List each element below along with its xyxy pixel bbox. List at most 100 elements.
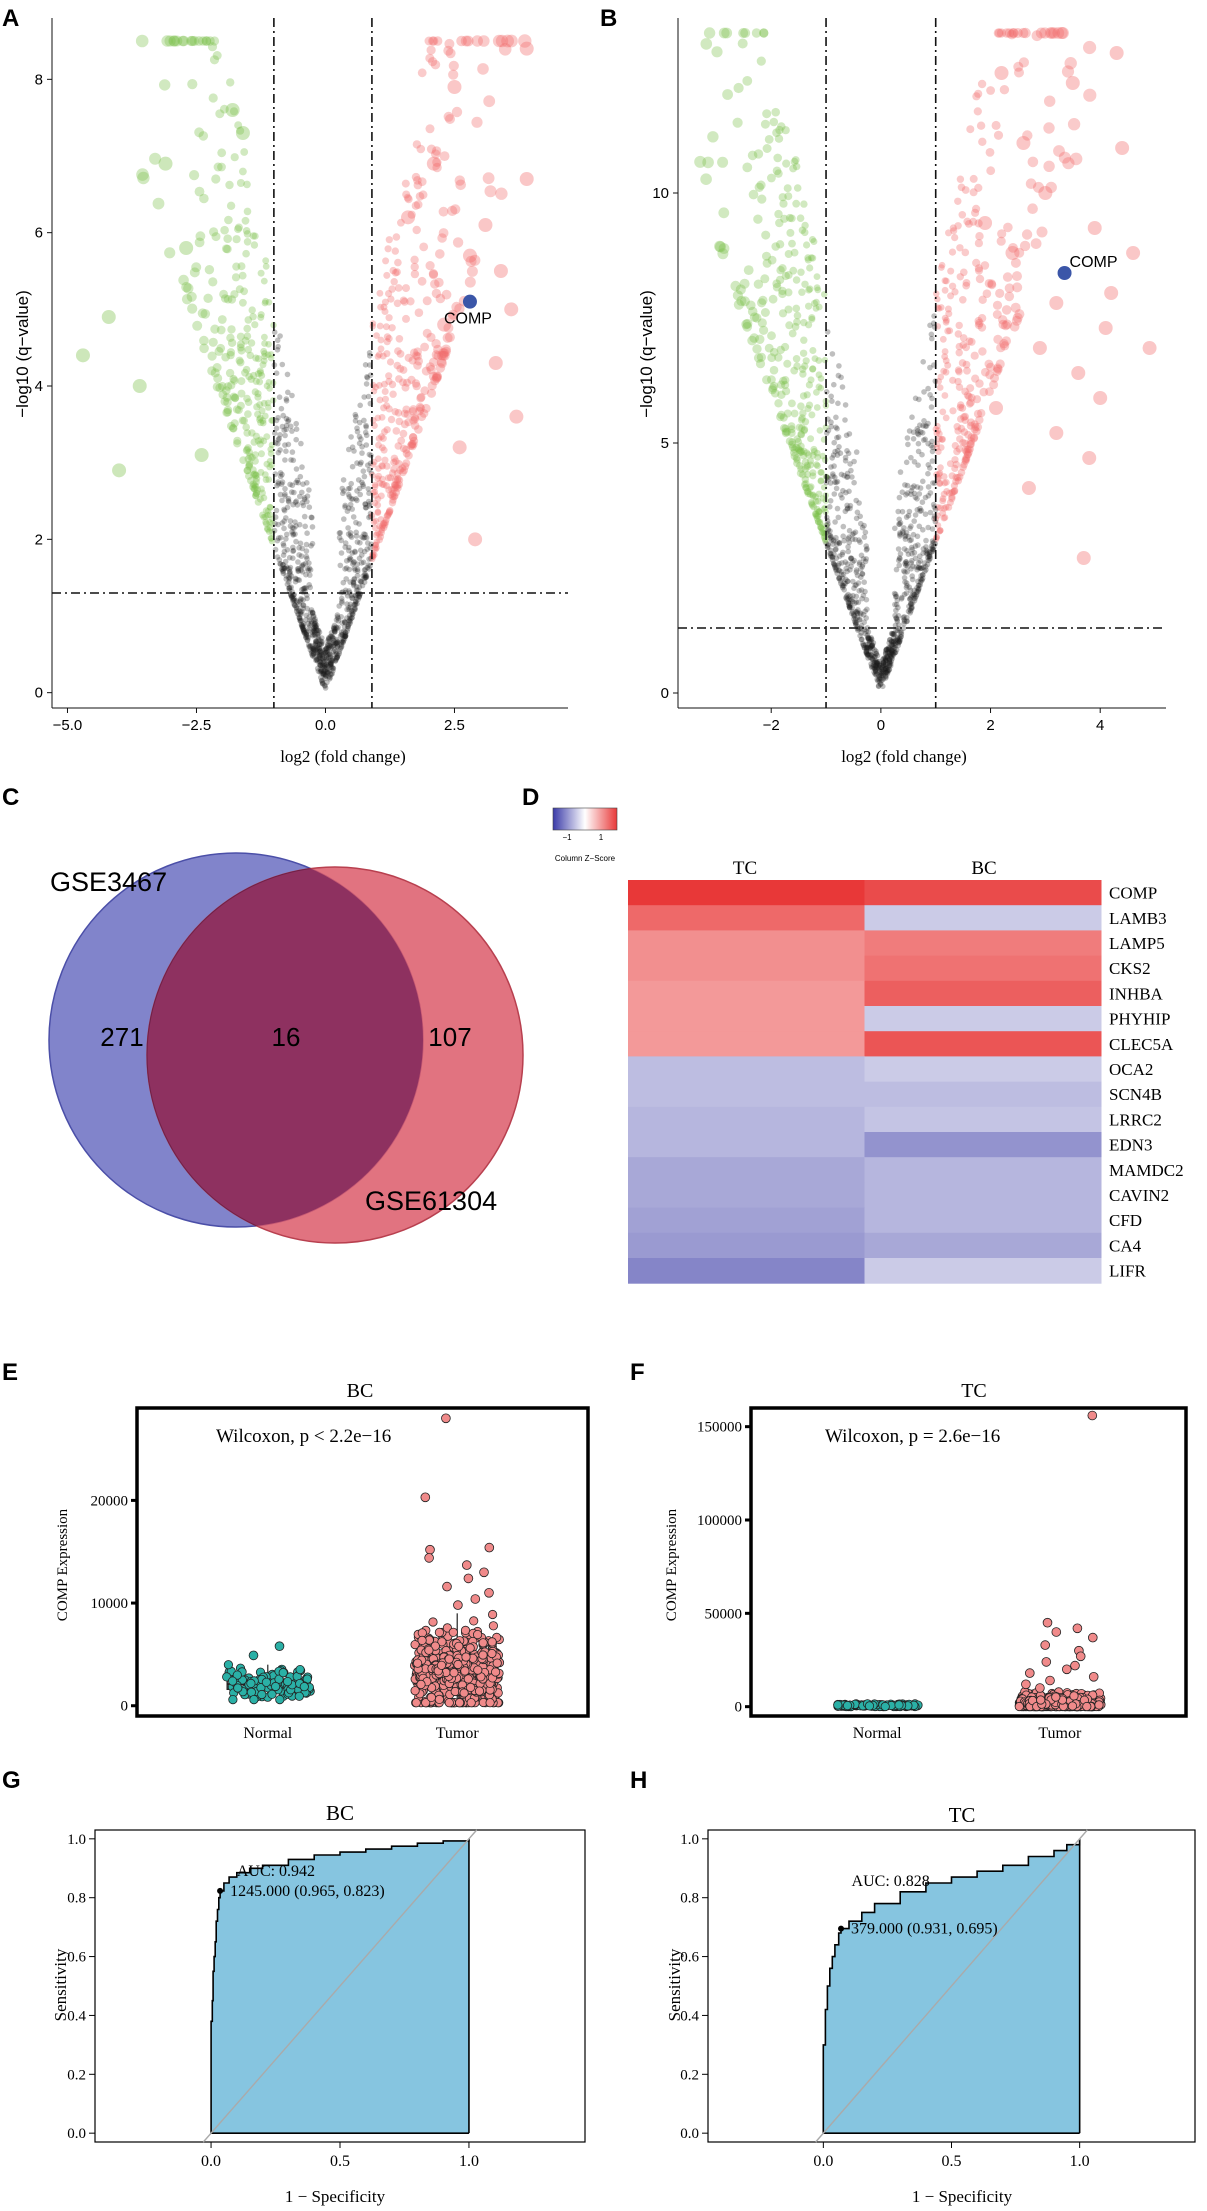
volcano-point xyxy=(277,333,283,339)
volcano-point xyxy=(858,552,865,559)
volcano-point xyxy=(859,595,865,602)
volcano-point xyxy=(325,642,332,648)
volcano-point xyxy=(831,491,838,497)
volcano-point xyxy=(379,462,386,470)
volcano-point xyxy=(306,487,312,493)
volcano-point xyxy=(230,376,239,385)
volcano-point xyxy=(286,569,293,576)
volcano-point xyxy=(797,448,806,456)
volcano-point xyxy=(243,230,252,238)
volcano-point xyxy=(978,295,987,304)
volcano-point xyxy=(273,417,280,424)
volcano-point xyxy=(347,590,353,596)
heatmap-cell xyxy=(864,1031,1102,1057)
volcano-point xyxy=(285,417,292,423)
volcano-point xyxy=(229,392,238,401)
volcano-point xyxy=(829,398,835,405)
volcano-point xyxy=(323,664,329,670)
volcano-point xyxy=(949,376,957,384)
volcano-point xyxy=(901,568,907,574)
heatmap-key-tick-pos: 1 xyxy=(599,833,604,842)
volcano-point xyxy=(897,551,904,557)
volcano-point xyxy=(266,463,274,471)
volcano-point xyxy=(397,218,405,227)
volcano-point xyxy=(262,513,269,521)
volcano-point xyxy=(273,507,280,514)
volcano-point xyxy=(936,384,944,391)
volcano-point xyxy=(289,449,296,455)
volcano-point xyxy=(416,404,426,413)
volcano-point xyxy=(320,672,327,678)
roc-tc-auc: AUC: 0.828 xyxy=(852,1873,930,1890)
volcano-point xyxy=(341,624,348,630)
volcano-point xyxy=(769,117,779,127)
volcano-point xyxy=(408,433,418,442)
venn-gse3467-only-count: 271 xyxy=(100,1022,143,1052)
volcano-point xyxy=(1014,247,1025,258)
volcano-point xyxy=(281,565,288,571)
x-tick-label: 1.0 xyxy=(1070,2153,1090,2170)
volcano-point xyxy=(959,296,967,304)
volcano-point xyxy=(821,356,829,364)
volcano-point xyxy=(272,430,278,437)
volcano-point xyxy=(311,629,318,636)
heatmap-row-label: CAVIN2 xyxy=(1109,1186,1169,1205)
volcano-point xyxy=(267,354,275,362)
volcano-point xyxy=(293,597,300,604)
volcano-point xyxy=(1061,65,1075,78)
volcano-point xyxy=(807,498,815,506)
volcano-point xyxy=(836,540,843,546)
volcano-point xyxy=(940,367,948,375)
volcano-point-large xyxy=(1109,46,1124,60)
volcano-point xyxy=(297,617,303,624)
volcano-point xyxy=(803,391,811,399)
volcano-point xyxy=(351,576,357,583)
box-outlier-point xyxy=(1087,1410,1098,1421)
volcano-point xyxy=(161,35,173,47)
volcano-point xyxy=(284,504,291,511)
volcano-point xyxy=(945,503,953,511)
volcano-point xyxy=(257,313,265,321)
volcano-point xyxy=(313,657,319,664)
volcano-point xyxy=(245,460,254,468)
volcano-point xyxy=(896,639,903,645)
volcano-point xyxy=(287,575,293,581)
volcano-point xyxy=(198,131,209,141)
volcano-point xyxy=(205,36,215,46)
volcano-point xyxy=(288,423,294,430)
volcano-point xyxy=(806,285,814,293)
volcano-point xyxy=(349,615,355,621)
volcano-point xyxy=(189,267,200,278)
volcano-point xyxy=(786,228,795,237)
volcano-point-large xyxy=(504,302,519,317)
volcano-point xyxy=(290,592,297,598)
volcano-point xyxy=(437,350,447,361)
volcano-point xyxy=(245,372,253,381)
volcano-point xyxy=(335,652,341,659)
volcano-point xyxy=(302,585,308,591)
volcano-point xyxy=(890,631,896,638)
volcano-point xyxy=(351,582,357,589)
volcano-point xyxy=(809,236,816,243)
volcano-point xyxy=(257,419,265,427)
volcano-point xyxy=(969,188,978,197)
x-tick-label: −2.5 xyxy=(182,717,212,734)
volcano-point xyxy=(788,239,796,248)
volcano-point xyxy=(329,635,336,641)
volcano-point xyxy=(306,504,313,511)
volcano-point xyxy=(469,254,481,266)
box-outlier-point xyxy=(424,1553,434,1563)
volcano-point xyxy=(747,150,758,161)
box-outlier-point xyxy=(461,1560,472,1570)
volcano-point xyxy=(942,318,950,326)
x-tick-label: 0.0 xyxy=(813,2153,833,2170)
volcano-point xyxy=(971,374,980,383)
volcano-point xyxy=(295,479,302,486)
volcano-point xyxy=(774,209,783,219)
volcano-point xyxy=(320,656,327,663)
volcano-point xyxy=(413,352,422,361)
volcano-point xyxy=(319,670,326,677)
volcano-point xyxy=(324,668,331,675)
volcano-point xyxy=(286,587,293,594)
